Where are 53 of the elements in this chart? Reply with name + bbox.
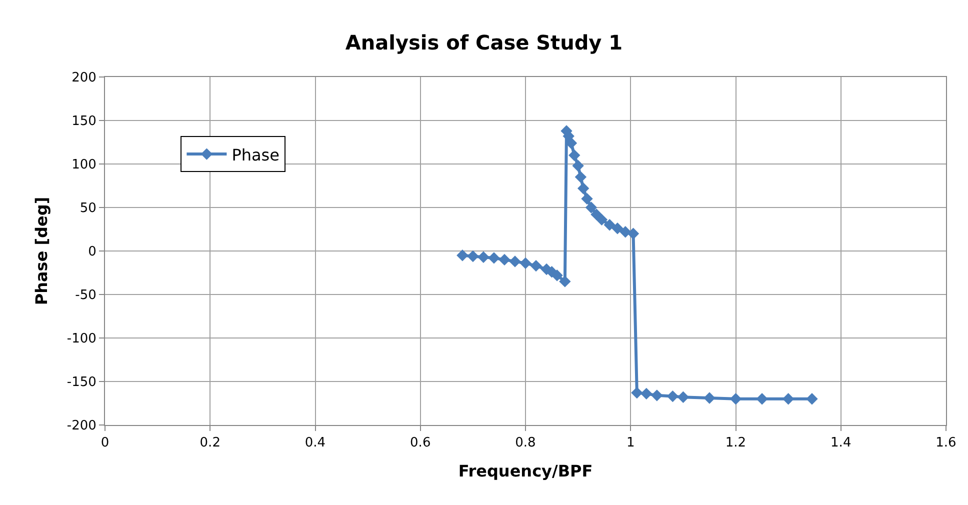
y-tick-label: -50 <box>75 288 96 304</box>
x-tick-label: 1.6 <box>936 436 956 451</box>
point <box>498 254 510 266</box>
y-tick-label: 200 <box>72 70 96 86</box>
point <box>612 222 624 234</box>
point <box>568 149 580 162</box>
y-tick-label: -100 <box>66 332 96 347</box>
point <box>596 214 608 226</box>
x-tick-label: 0.8 <box>515 436 536 451</box>
point <box>559 276 571 288</box>
x-tick-label: 0.4 <box>304 436 326 451</box>
point <box>756 393 768 405</box>
point <box>467 250 479 262</box>
point <box>509 256 521 268</box>
point <box>572 160 584 172</box>
point <box>585 202 598 214</box>
y-axis-title: Phase [deg] <box>32 196 51 306</box>
point <box>456 250 468 262</box>
point <box>806 393 818 405</box>
y-tick-label: 50 <box>80 201 96 216</box>
x-tick-label: 0.6 <box>410 436 431 451</box>
y-tick-label: -200 <box>66 418 96 434</box>
y-tick-label: -150 <box>66 375 96 390</box>
point <box>704 392 716 404</box>
x-axis-title: Frequency/BPF <box>458 461 593 480</box>
point <box>730 393 742 405</box>
point <box>640 388 652 400</box>
point <box>488 252 500 264</box>
point <box>782 393 794 405</box>
point <box>520 257 532 270</box>
point <box>620 226 632 238</box>
point <box>604 219 616 231</box>
point <box>581 192 593 205</box>
y-tick-label: 150 <box>72 114 96 130</box>
x-tick-label: 1 <box>626 436 635 451</box>
x-tick-label: 0 <box>100 436 110 451</box>
point <box>551 270 563 282</box>
y-tick-label: 0 <box>88 244 96 260</box>
x-tick-label: 0.2 <box>200 436 220 451</box>
point <box>577 182 590 194</box>
point <box>574 171 587 183</box>
point <box>627 228 640 240</box>
point <box>478 251 490 263</box>
point <box>666 390 679 402</box>
point <box>631 386 643 399</box>
point <box>651 390 663 402</box>
point <box>677 391 690 404</box>
point <box>530 260 542 272</box>
x-tick-label: 1.4 <box>830 436 852 451</box>
chart-title: Analysis of Case Study 1 <box>345 30 623 54</box>
legend-label: Phase <box>232 145 280 164</box>
y-tick-label: 100 <box>72 158 96 173</box>
x-tick-label: 1.2 <box>725 436 746 451</box>
